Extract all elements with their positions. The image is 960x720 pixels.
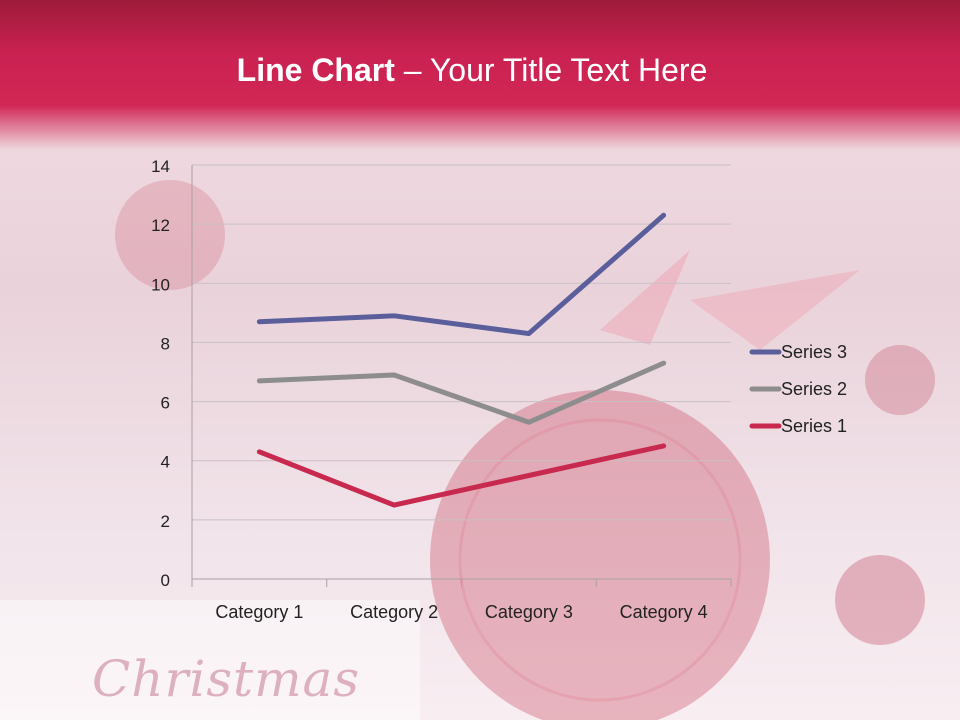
title-bold: Line Chart (236, 52, 395, 88)
christmas-watermark: Christmas (92, 650, 360, 708)
title-banner (0, 0, 960, 150)
legend-label: Series 3 (781, 342, 847, 362)
slide-title: Line Chart – Your Title Text Here (0, 52, 944, 89)
series-line-series-3 (256, 212, 667, 337)
title-rest: – Your Title Text Here (394, 52, 708, 88)
series-line-series-2 (256, 360, 667, 425)
x-tick-label: Category 3 (485, 602, 573, 622)
y-tick-label: 10 (151, 275, 170, 294)
legend-label: Series 1 (781, 416, 847, 436)
x-tick-label: Category 2 (350, 602, 438, 622)
series-line-series-1 (256, 443, 667, 508)
x-tick-label: Category 1 (215, 602, 303, 622)
y-tick-label: 12 (151, 216, 170, 235)
y-tick-label: 6 (161, 394, 170, 413)
y-tick-label: 14 (151, 157, 170, 176)
y-tick-label: 4 (161, 453, 170, 472)
y-tick-label: 2 (161, 512, 170, 531)
y-tick-label: 0 (161, 571, 170, 590)
legend-label: Series 2 (781, 379, 847, 399)
y-tick-label: 8 (161, 334, 170, 353)
x-tick-label: Category 4 (620, 602, 708, 622)
